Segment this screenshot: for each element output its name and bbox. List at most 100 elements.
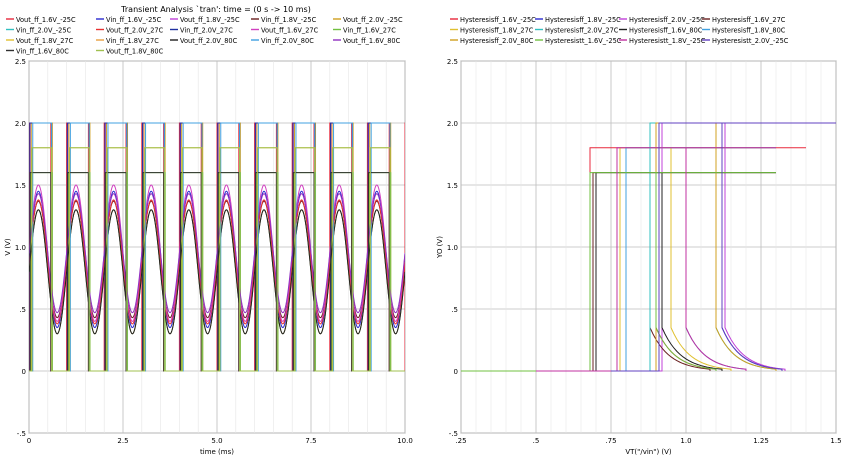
legend-label: Vout_ff_1.8V_-25C [180,16,240,24]
x-tick-label: 0 [27,437,31,445]
y-tick-label: .5 [451,306,458,314]
y-tick-label: 2.5 [447,58,458,66]
legend-label: Vin_ff_2.0V_80C [261,37,314,45]
legend-entry: Vout_ff_1.8V_-25C [170,16,240,24]
legend-label: Hysteresistt_2.0V_-25C [712,37,789,45]
legend-entry: Hysteresisff_1.6V_-25C [450,16,536,24]
legend-label: Vin_ff_1.6V_-25C [106,16,162,24]
legend-entry: Vout_ff_2.0V_-25C [333,16,403,24]
y-tick-label: 1.0 [447,244,458,252]
legend-entry: Hysteresisff_1.8V_80C [702,27,786,35]
legend-label: Vout_ff_1.8V_27C [16,37,74,45]
y-tick-label: -.5 [449,430,458,438]
legend-label: Vin_ff_2.0V_27C [180,27,233,35]
legend-label: Vout_ff_2.0V_-25C [343,16,403,24]
legend-entry: Vout_ff_1.8V_80C [96,48,164,56]
y-tick-label: 2.5 [15,58,26,66]
series-line [29,209,405,335]
legend-label: Hysteresistt_1.8V_-25C [629,37,706,45]
legend-entry: Hysteresistt_1.6V_-25C [535,37,622,45]
y-axis-label: YO (V) [436,236,444,259]
legend-label: Vin_ff_1.6V_27C [343,27,396,35]
legend-entry: Hysteresisff_1.6V_80C [619,27,703,35]
series-line [29,193,405,314]
legend-entry: Vin_ff_2.0V_80C [251,37,314,45]
x-tick-label: 7.5 [305,437,316,445]
series-line [29,199,405,325]
legend-label: Hysteresisff_1.8V_80C [712,27,786,35]
legend-label: Hysteresisff_1.6V_80C [629,27,703,35]
x-tick-label: 5.0 [211,437,222,445]
legend-label: Hysteresisff_2.0V_27C [545,27,619,35]
x-tick-label: .5 [533,437,540,445]
series-layer [461,122,836,372]
legend-entry: Vin_ff_1.6V_-25C [96,16,162,24]
legend-entry: Hysteresisff_2.0V_27C [535,27,619,35]
legend-label: Vout_ff_1.6V_80C [343,37,401,45]
legend-entry: Hysteresisff_2.0V_-25C [619,16,705,24]
y-axis-label: V (V) [4,238,12,256]
legend-entry: Vout_ff_1.6V_27C [251,27,319,35]
series-line [461,172,776,372]
legend-entry: Vin_ff_2.0V_-25C [6,27,72,35]
y-tick-label: 2.0 [447,120,458,128]
legend-label: Vout_ff_2.0V_80C [180,37,238,45]
x-tick-label: .75 [605,437,616,445]
legend-entry: Vout_ff_2.0V_27C [96,27,164,35]
legend-entry: Hysteresistt_1.8V_-25C [619,37,706,45]
chart-title: Transient Analysis `tran': time = (0 s -… [120,4,311,14]
legend-entry: Hysteresisff_1.8V_27C [450,27,534,35]
legend-label: Vin_ff_2.0V_-25C [16,27,72,35]
y-tick-label: 0 [22,368,26,376]
legend-entry: Hysteresistt_2.0V_-25C [702,37,789,45]
series-layer [29,122,405,372]
legend-label: Hysteresisff_1.8V_27C [460,27,534,35]
legend-label: Vin_ff_1.8V_27C [106,37,159,45]
legend-label: Vin_ff_1.6V_80C [16,48,69,56]
x-axis-label: VT("/vin") (V) [625,448,672,456]
legend-entry: Vout_ff_2.0V_80C [170,37,238,45]
x-axis-label: time (ms) [200,448,234,456]
series-line [536,147,776,372]
legend-label: Vout_ff_1.6V_27C [261,27,319,35]
legend-label: Hysteresisff_2.0V_80C [460,37,534,45]
series-line [29,172,405,372]
x-tick-label: 2.5 [117,437,128,445]
legend-label: Vout_ff_1.8V_80C [106,48,164,56]
x-tick-label: 10.0 [397,437,413,445]
legend-entry: Vin_ff_1.6V_80C [6,48,69,56]
legend-label: Hysteresisff_1.6V_27C [712,16,786,24]
x-tick-label: 1.0 [680,437,691,445]
legend-label: Hysteresistt_1.6V_-25C [545,37,622,45]
legend-entry: Vout_ff_1.6V_80C [333,37,401,45]
legend-entry: Vout_ff_1.6V_-25C [6,16,76,24]
y-tick-label: 1.5 [447,182,458,190]
legend-label: Hysteresisff_2.0V_-25C [629,16,705,24]
legend-entry: Vin_ff_2.0V_27C [170,27,233,35]
legend-entry: Vin_ff_1.8V_-25C [251,16,317,24]
x-tick-label: 1.25 [753,437,769,445]
legend-label: Vin_ff_1.8V_-25C [261,16,317,24]
legend-entry: Hysteresisff_1.8V_-25C [535,16,621,24]
y-tick-label: 1.5 [15,182,26,190]
y-tick-label: .5 [19,306,26,314]
legend-label: Hysteresisff_1.6V_-25C [460,16,536,24]
chart-panel-2: -.5 0 .5 1.0 1.5 2.0 2.5 .25 .5 .75 1.0 1.25 1.5 VT("… [436,16,842,456]
y-tick-label: 0 [454,368,458,376]
y-tick-label: -.5 [17,430,26,438]
legend-label: Vout_ff_1.6V_-25C [16,16,76,24]
series-line [29,147,405,372]
legend-entry: Hysteresisff_1.6V_27C [702,16,786,24]
legend-entry: Vin_ff_1.8V_27C [96,37,159,45]
series-line [611,122,836,372]
x-tick-label: .25 [455,437,466,445]
legend-entry: Vin_ff_1.6V_27C [333,27,396,35]
legend-label: Hysteresisff_1.8V_-25C [545,16,621,24]
x-tick-label: 1.5 [830,437,841,445]
legend-entry: Vout_ff_1.8V_27C [6,37,74,45]
legend-label: Vout_ff_2.0V_27C [106,27,164,35]
y-tick-label: 2.0 [15,120,26,128]
